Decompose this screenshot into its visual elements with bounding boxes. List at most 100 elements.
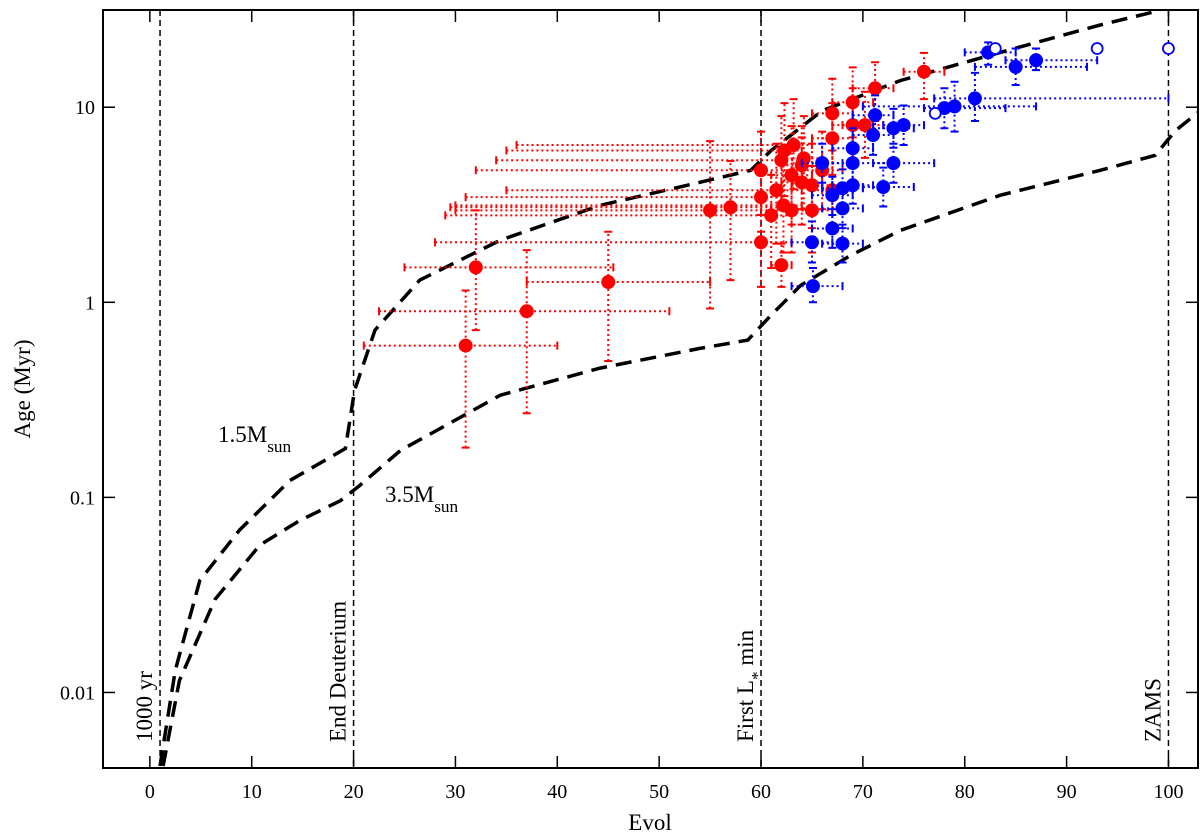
phase-label: 1000 yr bbox=[132, 671, 157, 742]
data-point bbox=[805, 279, 820, 294]
x-error-caps bbox=[770, 261, 793, 270]
phase-label: First L* min bbox=[733, 629, 767, 742]
y-error-caps bbox=[879, 166, 888, 208]
y-error-caps bbox=[522, 249, 531, 415]
mass-track bbox=[161, 111, 1198, 767]
y-error-caps bbox=[984, 41, 993, 66]
track-label: 1.5Msun bbox=[218, 422, 292, 456]
x-tick-label: 100 bbox=[1153, 781, 1183, 803]
x-error-caps bbox=[831, 98, 875, 107]
y-tick-label: 0.1 bbox=[70, 487, 95, 509]
phase-label: ZAMS bbox=[1140, 678, 1165, 742]
data-point bbox=[786, 138, 801, 153]
x-axis-label: Evol bbox=[628, 810, 671, 835]
data-point bbox=[967, 91, 982, 106]
data-point bbox=[784, 203, 799, 218]
x-tick-label: 40 bbox=[547, 781, 567, 803]
track-label-text: 3.5M bbox=[385, 482, 434, 507]
data-point bbox=[1008, 59, 1023, 74]
data-point bbox=[754, 163, 769, 178]
data-point bbox=[876, 179, 891, 194]
data-point bbox=[825, 131, 840, 146]
data-point bbox=[845, 178, 860, 193]
y-error-caps bbox=[461, 289, 470, 449]
data-point bbox=[896, 118, 911, 133]
x-error-caps bbox=[973, 62, 1088, 71]
y-error-caps bbox=[970, 71, 979, 122]
data-point bbox=[519, 304, 534, 319]
y-tick-label: 0.01 bbox=[60, 682, 95, 704]
y-error-caps bbox=[818, 142, 827, 184]
track-label: 3.5Msun bbox=[385, 482, 459, 516]
data-point bbox=[796, 151, 811, 166]
x-error-caps bbox=[464, 193, 783, 202]
data-point bbox=[845, 141, 860, 156]
data-point bbox=[601, 275, 616, 290]
x-error-caps bbox=[821, 239, 864, 248]
x-error-caps bbox=[810, 224, 854, 233]
y-error-caps bbox=[860, 90, 869, 159]
x-error-caps bbox=[810, 191, 854, 200]
y-error-caps bbox=[807, 164, 816, 254]
y-error-caps bbox=[889, 142, 898, 184]
data-point bbox=[804, 235, 819, 250]
y-axis-label: Age (Myr) bbox=[10, 340, 35, 439]
data-point bbox=[769, 183, 784, 198]
x-tick-label: 90 bbox=[1057, 781, 1077, 803]
x-error-caps bbox=[851, 84, 895, 93]
data-point bbox=[1162, 42, 1175, 55]
x-error-caps bbox=[882, 121, 925, 130]
y-error-caps bbox=[919, 51, 928, 101]
x-error-caps bbox=[1004, 56, 1099, 65]
data-point bbox=[754, 190, 769, 205]
y-tick-label: 1 bbox=[85, 292, 95, 314]
mass-track bbox=[158, 10, 1161, 767]
data-point bbox=[1090, 42, 1104, 55]
x-error-caps bbox=[790, 282, 844, 291]
data-layer bbox=[158, 10, 1198, 768]
x-error-caps bbox=[902, 67, 946, 76]
x-error-caps bbox=[821, 204, 864, 213]
data-point bbox=[868, 108, 883, 123]
data-point bbox=[947, 99, 962, 114]
phase-label-text: First L bbox=[733, 680, 758, 742]
phase-label: End Deuterium bbox=[326, 601, 351, 742]
data-point bbox=[804, 203, 819, 218]
phase-label-text: 1000 yr bbox=[132, 671, 157, 742]
y-error-caps bbox=[777, 242, 786, 288]
x-tick-label: 60 bbox=[751, 781, 771, 803]
phase-label-sub: * bbox=[748, 671, 767, 680]
x-tick-label: 0 bbox=[145, 781, 155, 803]
y-error-caps bbox=[787, 125, 796, 226]
data-point bbox=[845, 156, 860, 171]
data-point bbox=[845, 95, 860, 110]
y-error-caps bbox=[808, 266, 817, 304]
x-tick-label: 30 bbox=[445, 781, 465, 803]
data-point bbox=[928, 106, 942, 120]
track-label-sub: sun bbox=[434, 497, 458, 516]
data-point bbox=[866, 128, 881, 143]
y-error-caps bbox=[780, 102, 789, 198]
x-tick-label: 80 bbox=[955, 781, 975, 803]
data-point bbox=[723, 200, 738, 215]
x-tick-label: 10 bbox=[242, 781, 262, 803]
y-tick-label: 10 bbox=[75, 97, 95, 119]
y-error-caps bbox=[828, 175, 837, 217]
data-point bbox=[825, 188, 840, 203]
data-point bbox=[815, 156, 830, 171]
plot-area bbox=[158, 10, 1198, 768]
y-error-caps bbox=[604, 230, 613, 363]
track-label-sub: sun bbox=[267, 437, 291, 456]
x-error-caps bbox=[872, 159, 936, 168]
data-point bbox=[754, 235, 769, 250]
data-point bbox=[835, 236, 850, 251]
data-point bbox=[868, 81, 883, 96]
data-point bbox=[835, 201, 850, 216]
x-error-caps bbox=[861, 182, 915, 191]
phase-label-text: End Deuterium bbox=[326, 601, 351, 742]
data-point bbox=[1029, 53, 1044, 68]
data-point bbox=[804, 178, 819, 193]
data-point bbox=[784, 168, 799, 183]
